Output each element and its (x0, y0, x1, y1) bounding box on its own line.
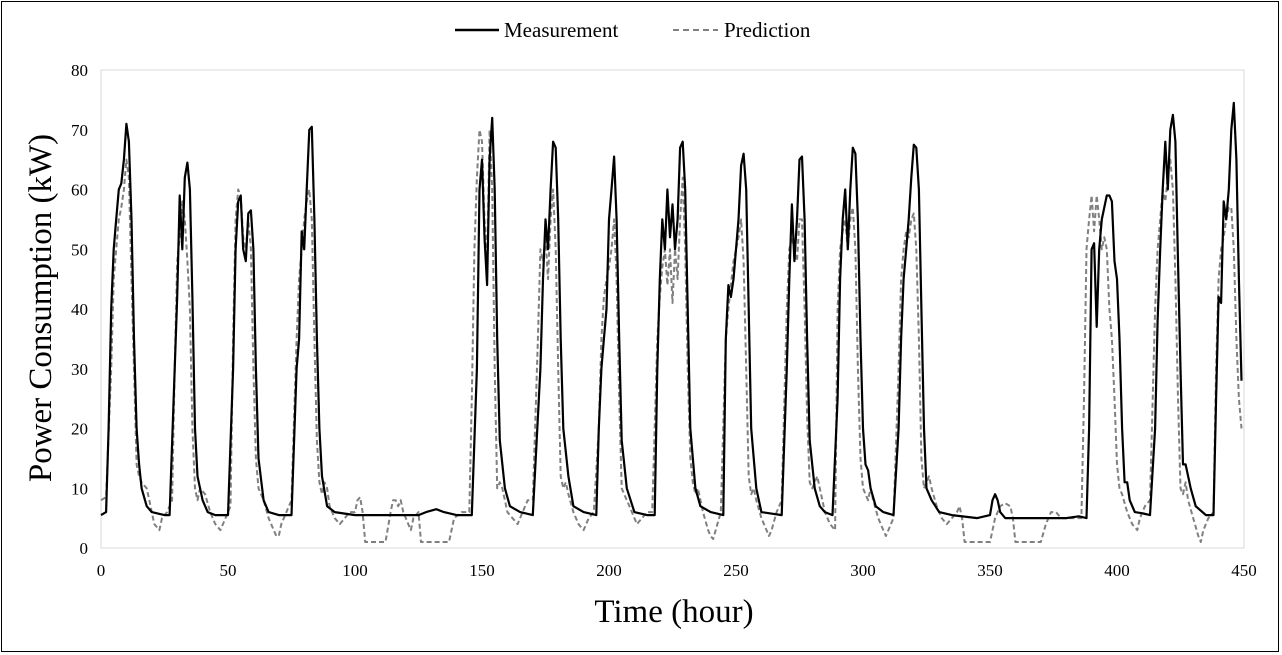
x-tick-label: 250 (723, 561, 749, 580)
x-tick-label: 50 (220, 561, 237, 580)
legend: Measurement Prediction (455, 18, 811, 42)
x-tick-label: 200 (596, 561, 622, 580)
y-axis-title: Power Consumption (kW) (23, 134, 59, 482)
x-tick-label: 150 (469, 561, 495, 580)
y-tick-label: 60 (71, 181, 88, 200)
x-tick-label: 0 (97, 561, 106, 580)
y-axis-ticks: 0 10 20 30 40 50 60 70 80 (71, 61, 88, 558)
y-tick-label: 50 (71, 240, 88, 259)
x-tick-label: 400 (1104, 561, 1130, 580)
y-tick-label: 20 (71, 420, 88, 439)
y-tick-label: 30 (71, 360, 88, 379)
y-tick-label: 70 (71, 121, 88, 140)
x-tick-label: 100 (342, 561, 368, 580)
y-tick-label: 40 (71, 300, 88, 319)
x-tick-label: 450 (1231, 561, 1257, 580)
plot-area (100, 69, 1245, 549)
y-tick-label: 0 (80, 539, 89, 558)
legend-label-prediction: Prediction (724, 18, 811, 42)
x-axis-title: Time (hour) (594, 594, 753, 630)
series-line-measurement (100, 101, 1243, 520)
series-layer (100, 101, 1243, 543)
x-tick-label: 350 (977, 561, 1003, 580)
y-tick-label: 10 (71, 479, 88, 498)
legend-label-measurement: Measurement (504, 18, 618, 42)
x-tick-label: 300 (850, 561, 876, 580)
series-line-prediction (100, 128, 1243, 543)
x-axis-ticks: 0 50 100 150 200 250 300 350 400 450 (97, 561, 1257, 580)
y-tick-label: 80 (71, 61, 88, 80)
